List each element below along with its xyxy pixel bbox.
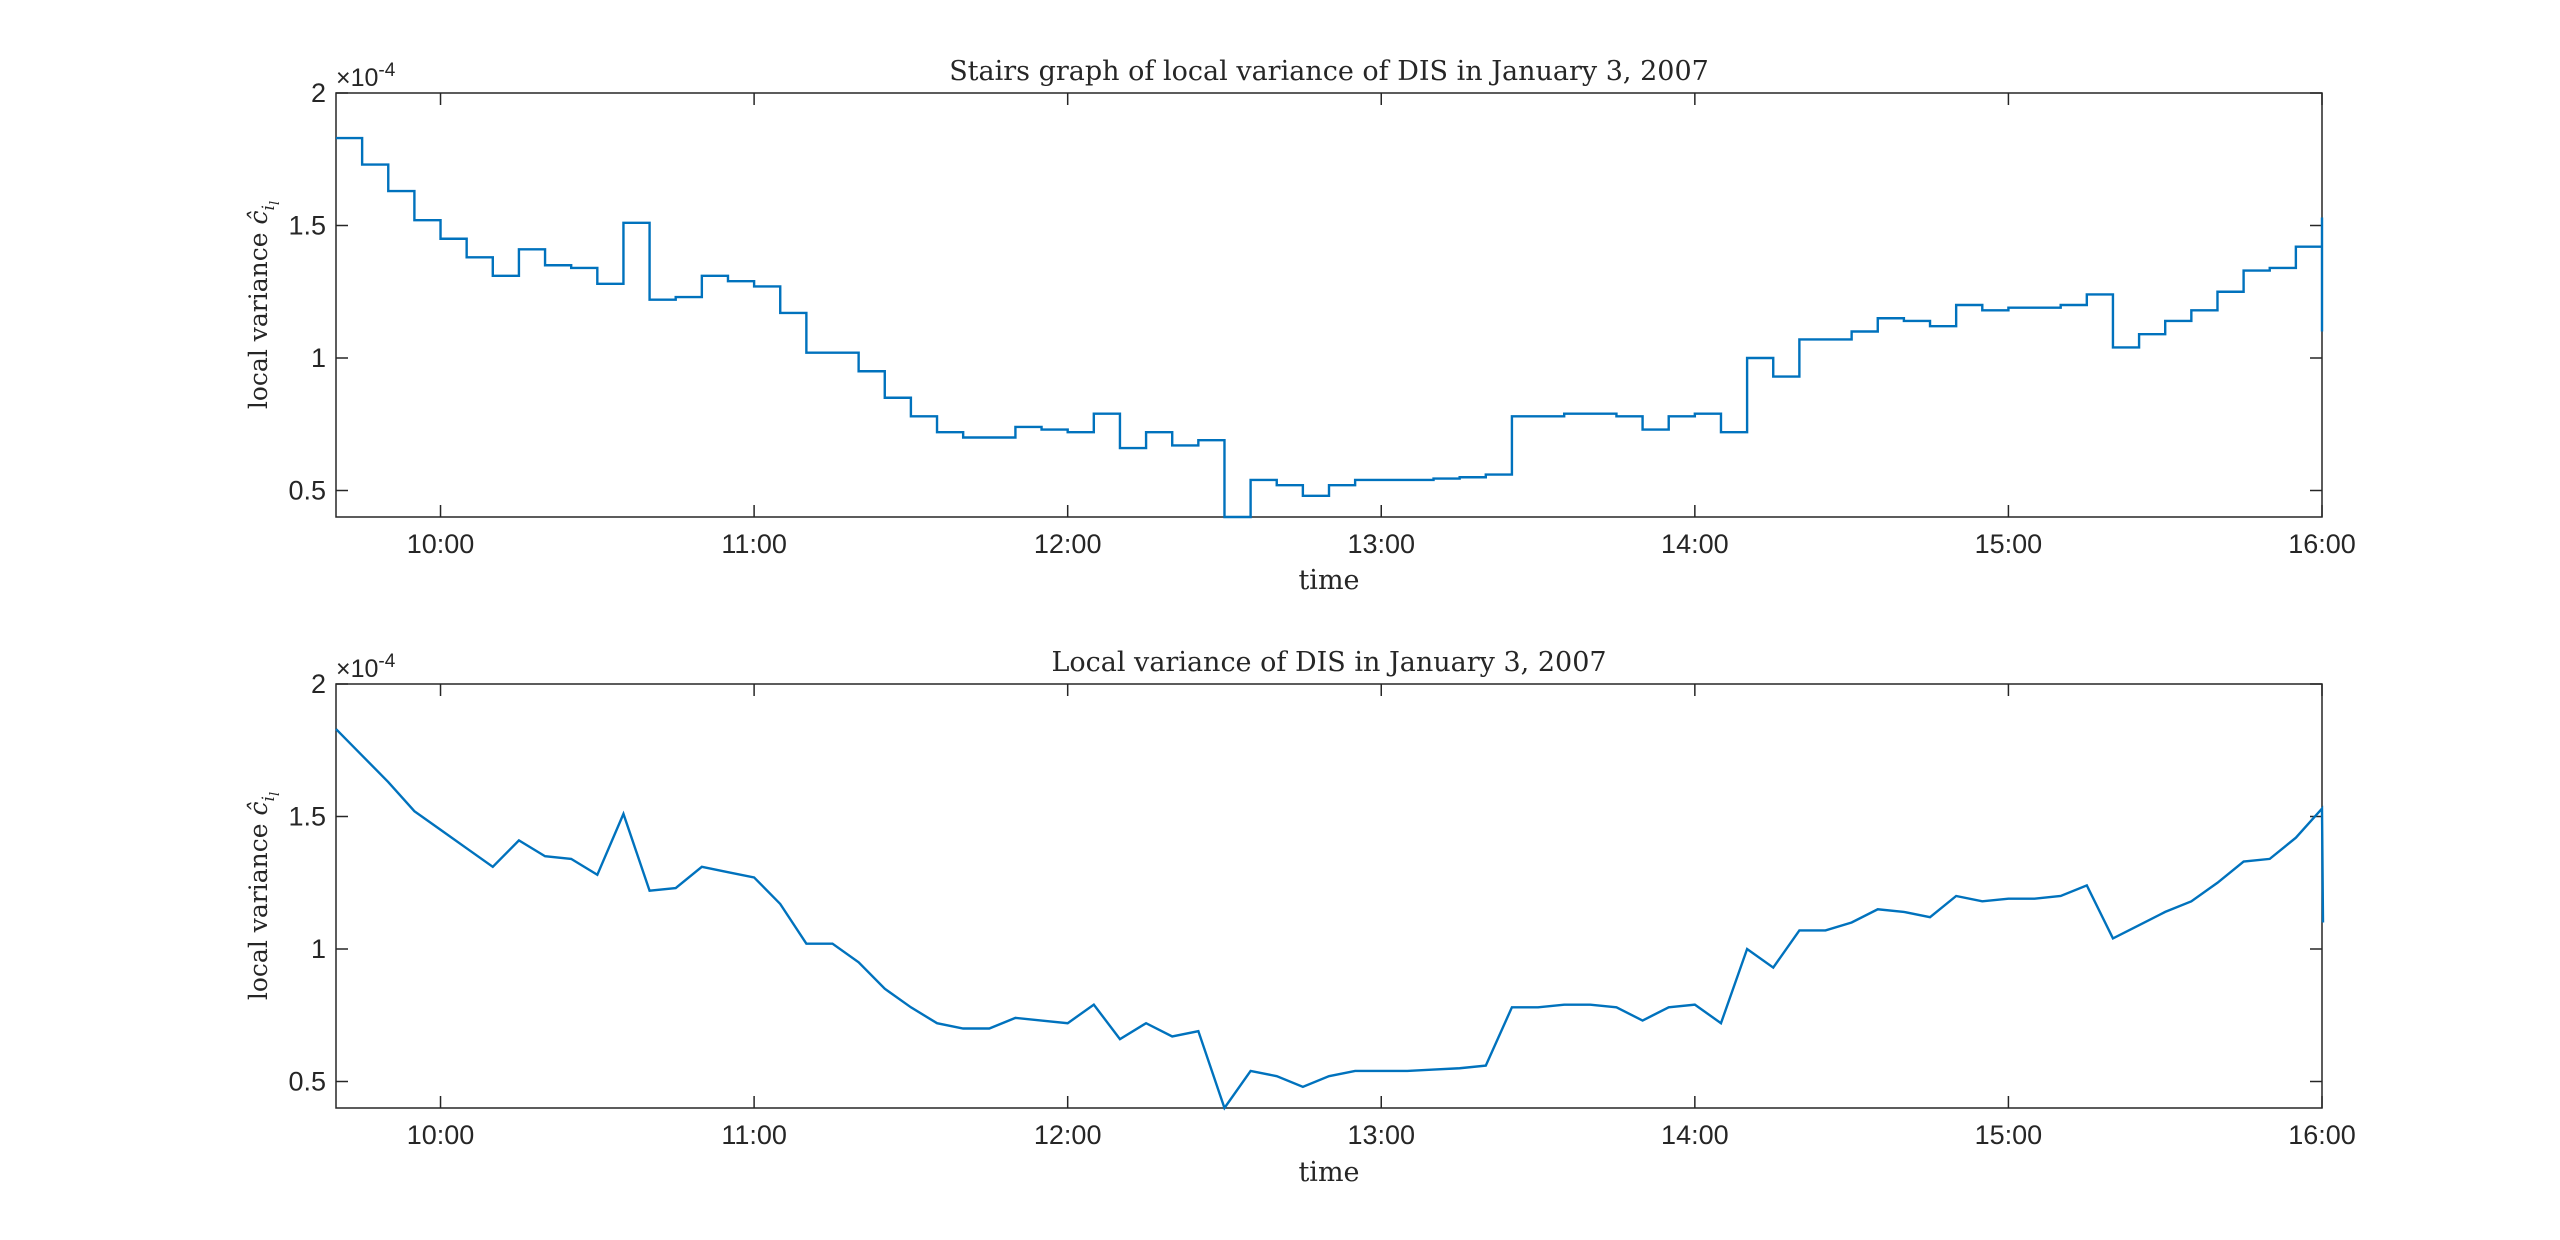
stairs-plot-area bbox=[335, 92, 2323, 518]
line-x-tick-label: 14:00 bbox=[1661, 1120, 1729, 1150]
stairs-y-tick-label: 1.5 bbox=[288, 211, 326, 241]
line-chart-title: Local variance of DIS in January 3, 2007 bbox=[1051, 647, 1606, 678]
stairs-x-tick-label: 16:00 bbox=[2288, 529, 2356, 559]
stairs-y-axis-label-symbol: ĉ bbox=[244, 210, 273, 224]
line-y-tick-label: 1 bbox=[311, 934, 326, 964]
stairs-chart-panel: Stairs graph of local variance of DIS in… bbox=[244, 56, 2356, 596]
stairs-y-exponent: ×10-4 bbox=[336, 60, 396, 92]
svg-text:×10-4: ×10-4 bbox=[336, 60, 396, 92]
stairs-x-tick-label: 10:00 bbox=[407, 529, 475, 559]
line-x-tick-label: 11:00 bbox=[721, 1120, 787, 1150]
line-y-axis-label: local variance ĉil bbox=[244, 792, 283, 1000]
line-x-tick-label: 16:00 bbox=[2288, 1120, 2356, 1150]
svg-text:local variance ĉil: local variance ĉil bbox=[244, 792, 283, 1000]
stairs-x-tick-label: 13:00 bbox=[1347, 529, 1415, 559]
line-x-tick-label: 12:00 bbox=[1034, 1120, 1102, 1150]
line-y-tick-label: 0.5 bbox=[288, 1067, 326, 1097]
stairs-chart-title: Stairs graph of local variance of DIS in… bbox=[949, 56, 1709, 87]
line-exponent-power: -4 bbox=[378, 651, 395, 672]
stairs-y-tick-label: 2 bbox=[311, 78, 326, 108]
stairs-exponent-base: ×10 bbox=[336, 64, 378, 92]
line-y-tick-label: 1.5 bbox=[288, 802, 326, 832]
line-series-line bbox=[335, 728, 2325, 1111]
stairs-x-tick-label: 12:00 bbox=[1034, 529, 1102, 559]
line-chart-panel: Local variance of DIS in January 3, 2007… bbox=[244, 647, 2356, 1188]
stairs-x-tick-label: 15:00 bbox=[1975, 529, 2043, 559]
stairs-y-tick-label: 0.5 bbox=[288, 476, 326, 506]
stairs-x-tick-label: 11:00 bbox=[721, 529, 787, 559]
line-y-axis-label-sub: i bbox=[259, 796, 279, 801]
stairs-y-axis-label-sub: i bbox=[259, 205, 279, 210]
stairs-y-tick-label: 1 bbox=[311, 343, 326, 373]
line-plot-area bbox=[335, 683, 2323, 1109]
line-y-axis-label-text: local variance bbox=[244, 816, 273, 1001]
line-y-axis-label-subsub: l bbox=[268, 792, 283, 796]
stairs-x-axis-label: time bbox=[1298, 565, 1359, 596]
stairs-axis-ticks: 0.5 1 1.5 2 10:00 11:00 12:00 13:00 14:00 15:00 16… bbox=[288, 78, 2355, 559]
line-x-tick-label: 10:00 bbox=[407, 1120, 475, 1150]
line-axis-ticks: 0.5 1 1.5 2 10:00 11:00 12:00 13:00 14:00 15:00 16… bbox=[288, 669, 2355, 1150]
line-x-tick-label: 15:00 bbox=[1975, 1120, 2043, 1150]
line-x-axis-label: time bbox=[1298, 1157, 1359, 1188]
svg-text:local variance ĉil: local variance ĉil bbox=[244, 201, 283, 409]
line-x-tick-label: 13:00 bbox=[1347, 1120, 1415, 1150]
line-y-exponent: ×10-4 bbox=[336, 651, 396, 683]
line-y-tick-label: 2 bbox=[311, 669, 326, 699]
stairs-y-axis-label: local variance ĉil bbox=[244, 201, 283, 409]
svg-text:×10-4: ×10-4 bbox=[336, 651, 396, 683]
stairs-y-axis-label-subsub: l bbox=[268, 201, 283, 205]
line-y-axis-label-symbol: ĉ bbox=[244, 801, 273, 815]
line-exponent-base: ×10 bbox=[336, 655, 378, 683]
stairs-x-tick-label: 14:00 bbox=[1661, 529, 1729, 559]
stairs-y-axis-label-text: local variance bbox=[244, 225, 273, 410]
stairs-series-line bbox=[336, 136, 2324, 519]
stairs-exponent-power: -4 bbox=[378, 60, 395, 81]
